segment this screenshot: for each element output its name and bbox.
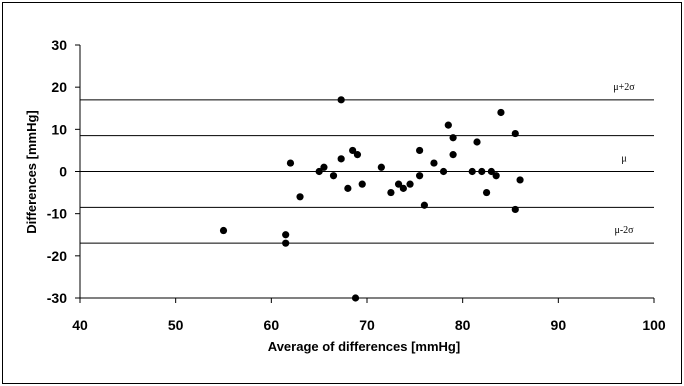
data-point bbox=[329, 172, 338, 180]
data-point bbox=[394, 180, 403, 188]
data-point bbox=[349, 146, 357, 155]
data-point bbox=[449, 151, 457, 159]
data-point bbox=[416, 146, 424, 155]
data-point bbox=[444, 121, 452, 129]
data-point bbox=[286, 159, 295, 167]
data-point bbox=[497, 108, 505, 117]
data-point bbox=[406, 180, 414, 188]
x-axis-label: Average of differences [mmHg] bbox=[268, 339, 460, 354]
x-tick-label: 40 bbox=[72, 317, 88, 333]
data-point bbox=[358, 180, 366, 188]
data-point bbox=[353, 151, 362, 159]
reference-labels: μ+2σ μ μ-2σ bbox=[613, 82, 635, 236]
data-point bbox=[377, 163, 385, 171]
data-point bbox=[320, 163, 328, 171]
y-axis-label: Differences [mmHg] bbox=[24, 110, 39, 234]
data-point bbox=[337, 96, 345, 104]
y-tick-label: -10 bbox=[47, 206, 67, 222]
reference-line-label: μ+2σ bbox=[613, 82, 635, 93]
x-tick-label: 60 bbox=[264, 317, 280, 333]
x-axis-ticks: 40 50 60 70 80 90 100 bbox=[72, 298, 666, 333]
y-tick-label: 20 bbox=[51, 79, 67, 95]
data-point bbox=[344, 184, 352, 192]
data-point bbox=[482, 188, 491, 197]
y-tick-label: 30 bbox=[51, 37, 67, 53]
x-tick-label: 80 bbox=[455, 317, 471, 333]
data-point bbox=[511, 205, 519, 214]
x-tick-label: 100 bbox=[642, 317, 666, 333]
y-tick-label: -30 bbox=[47, 290, 67, 306]
data-points bbox=[219, 96, 524, 302]
data-point bbox=[492, 172, 500, 180]
data-point bbox=[416, 172, 424, 180]
data-point bbox=[420, 201, 428, 209]
data-point bbox=[439, 167, 448, 176]
data-point bbox=[219, 226, 228, 235]
data-point bbox=[511, 129, 519, 138]
y-tick-label: 0 bbox=[59, 164, 67, 180]
data-point bbox=[351, 294, 360, 302]
data-point bbox=[315, 167, 323, 176]
data-point bbox=[478, 167, 486, 176]
x-tick-label: 90 bbox=[551, 317, 567, 333]
data-point bbox=[430, 159, 438, 167]
data-point bbox=[337, 155, 345, 163]
reference-line-label: μ bbox=[621, 154, 626, 165]
y-tick-label: -20 bbox=[47, 248, 67, 264]
reference-lines bbox=[80, 99, 654, 244]
data-point bbox=[399, 184, 407, 192]
x-tick-label: 50 bbox=[168, 317, 184, 333]
data-point bbox=[387, 188, 395, 197]
data-point bbox=[487, 167, 495, 176]
x-tick-label: 70 bbox=[359, 317, 375, 333]
data-point bbox=[282, 231, 290, 239]
data-point bbox=[449, 134, 457, 142]
data-point bbox=[282, 239, 290, 247]
data-point bbox=[516, 176, 524, 184]
data-point bbox=[468, 167, 476, 176]
reference-line-label: μ-2σ bbox=[614, 225, 634, 236]
y-tick-label: 10 bbox=[51, 121, 67, 137]
data-point bbox=[296, 193, 304, 201]
y-axis-ticks: -30 -20 -10 0 10 20 30 bbox=[47, 37, 80, 306]
data-point bbox=[473, 138, 481, 146]
